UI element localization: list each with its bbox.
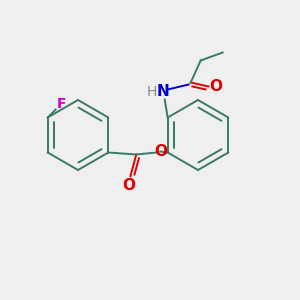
Text: O: O <box>209 79 222 94</box>
Text: H: H <box>146 85 157 98</box>
Text: N: N <box>156 84 169 99</box>
Text: O: O <box>154 144 167 159</box>
Text: F: F <box>57 97 66 110</box>
Text: O: O <box>122 178 135 193</box>
